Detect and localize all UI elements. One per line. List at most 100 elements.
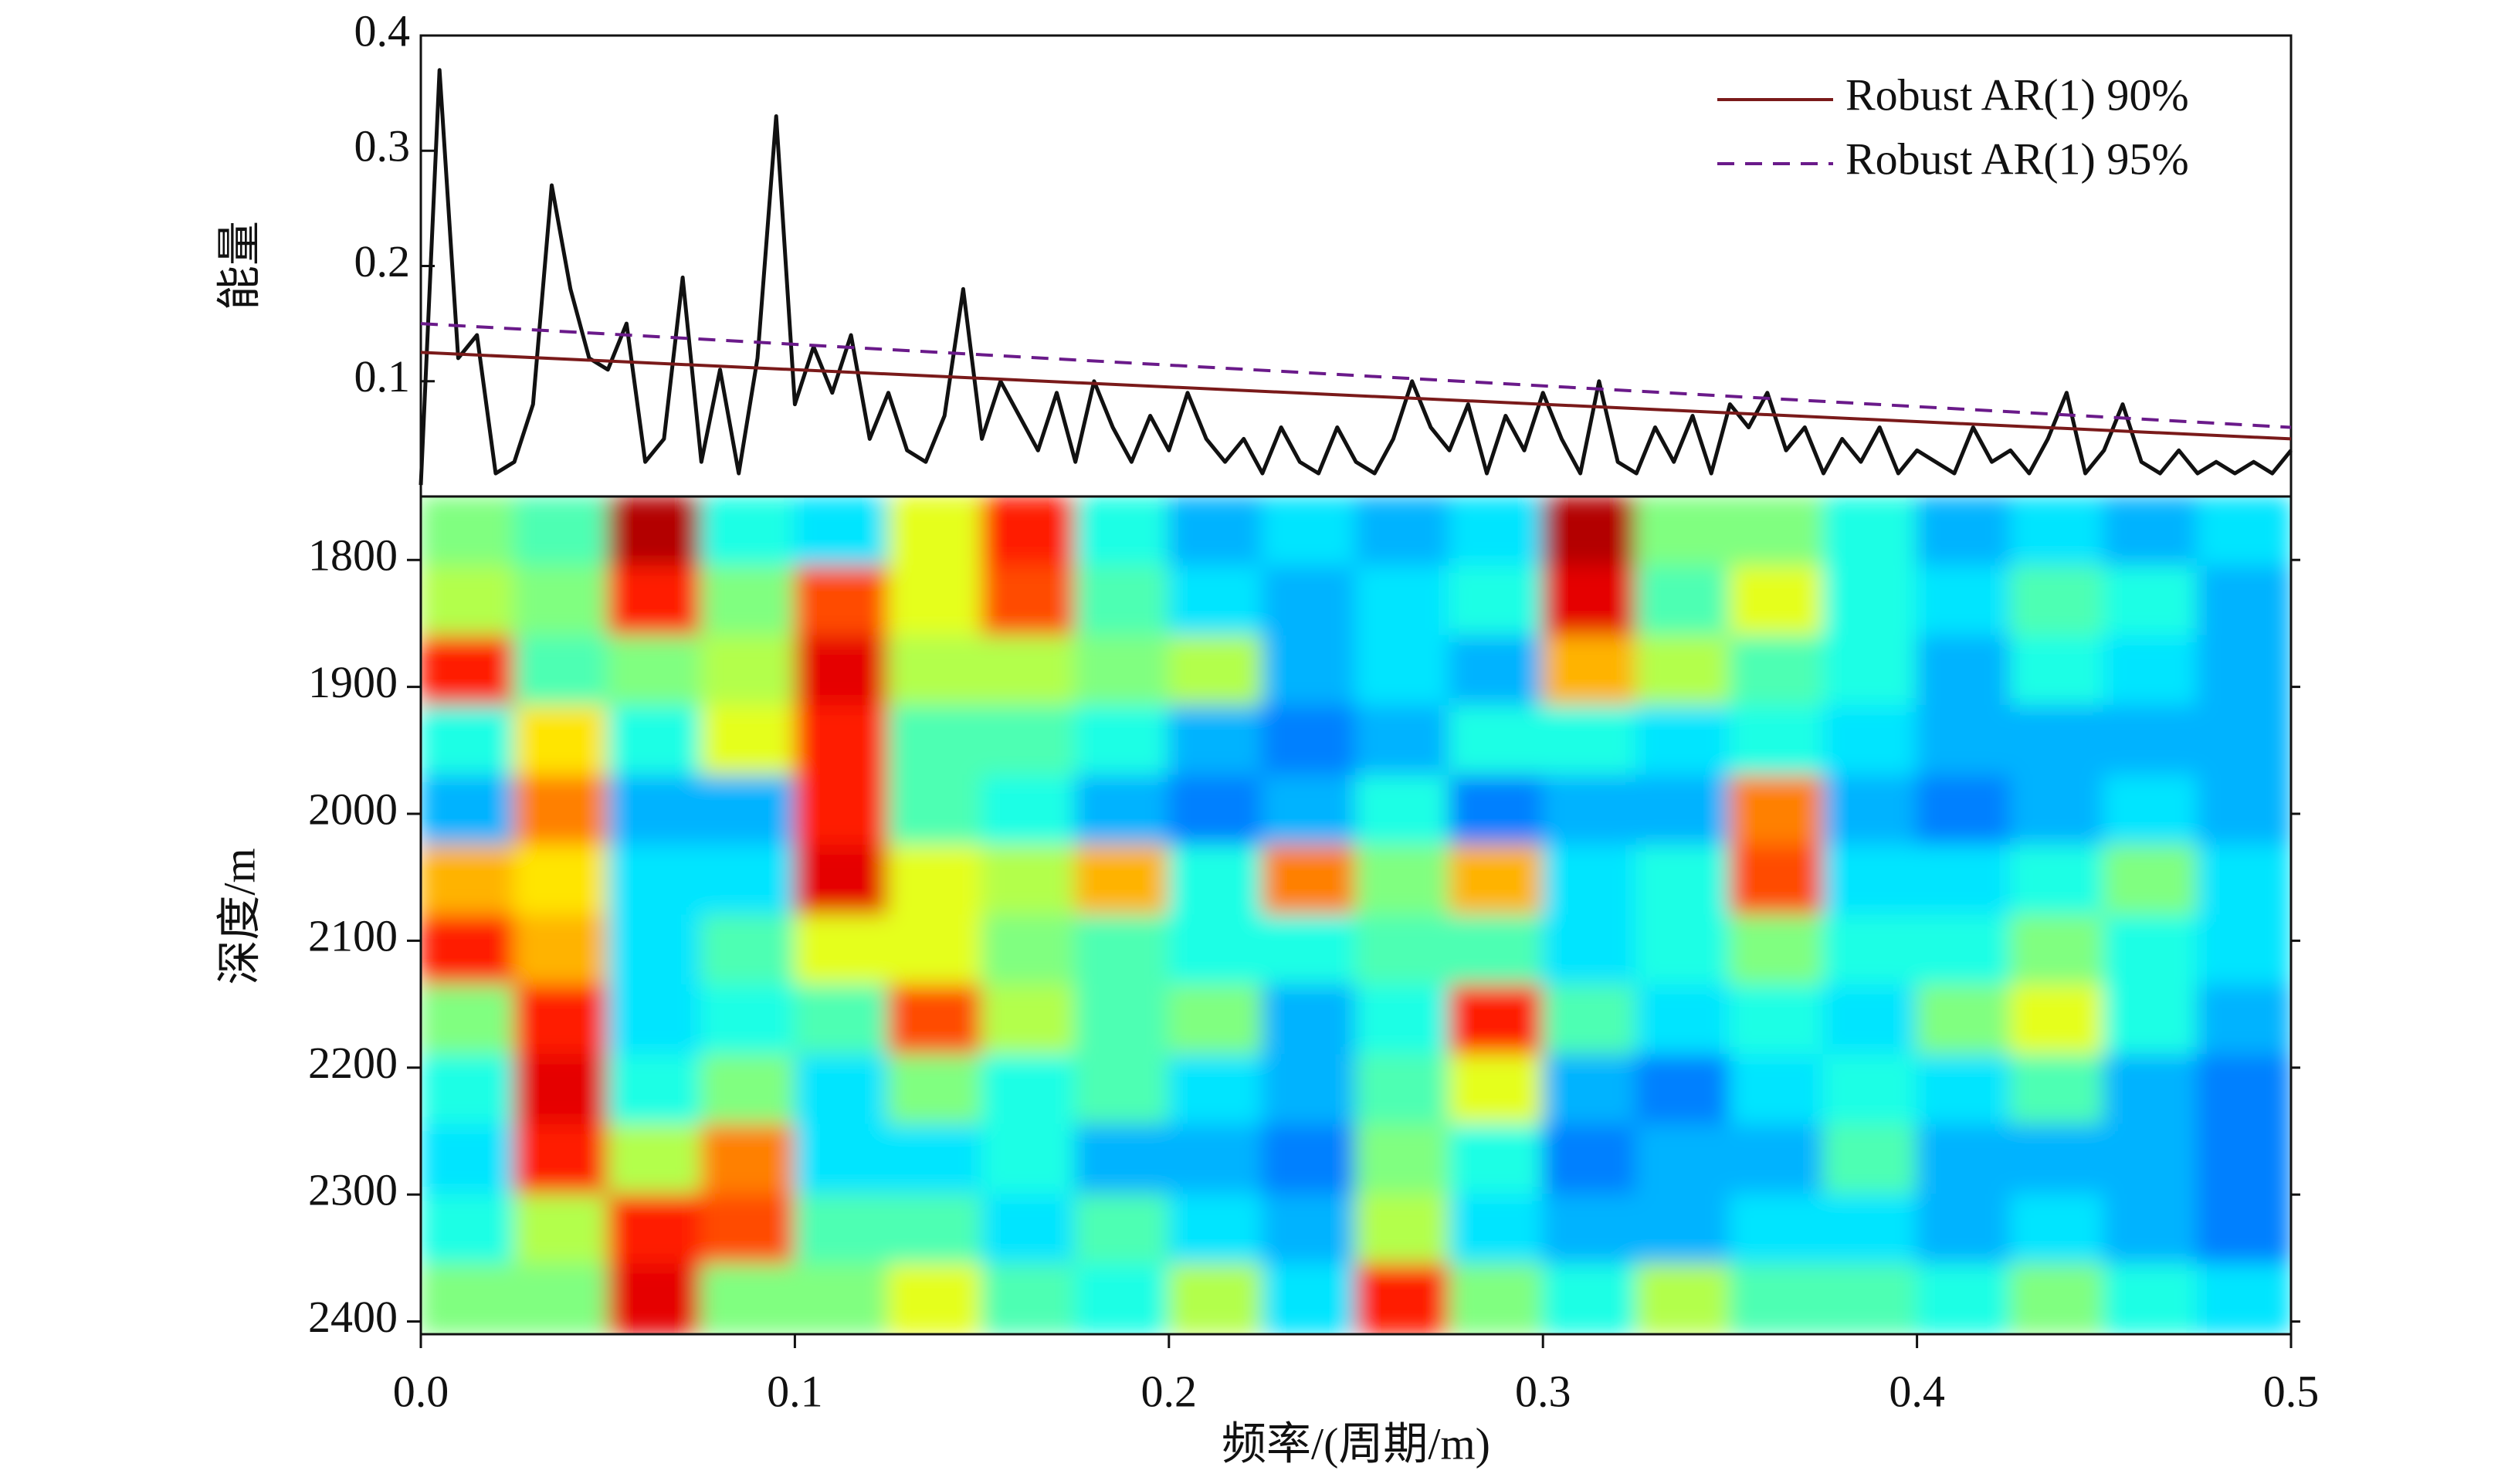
x-tick-label: 0.1 bbox=[767, 1366, 823, 1416]
heatmap-cell bbox=[1074, 774, 1170, 847]
heatmap-cell bbox=[1542, 1123, 1638, 1196]
heatmap-cell bbox=[887, 774, 983, 847]
heatmap-cell bbox=[421, 635, 516, 707]
heatmap-cell bbox=[607, 1194, 703, 1265]
heatmap-cell bbox=[1074, 1123, 1170, 1196]
heatmap-cell bbox=[700, 1194, 796, 1265]
heatmap-cell bbox=[421, 565, 516, 637]
heatmap-cell bbox=[2103, 1054, 2198, 1126]
heatmap-cell bbox=[1355, 1194, 1451, 1265]
heatmap-cell bbox=[794, 1194, 890, 1265]
y-tick-label: 2000 bbox=[308, 784, 398, 834]
heatmap-cell bbox=[1168, 496, 1263, 568]
heatmap-cell bbox=[1916, 705, 2011, 777]
heatmap-cell bbox=[2103, 984, 2198, 1056]
heatmap-cell bbox=[1449, 845, 1544, 916]
heatmap-cell bbox=[513, 845, 609, 916]
heatmap-cell bbox=[1449, 496, 1544, 568]
y-tick-label: 1900 bbox=[308, 657, 398, 707]
heatmap-cell bbox=[981, 845, 1076, 916]
heatmap-cell bbox=[981, 984, 1076, 1056]
heatmap bbox=[421, 496, 2291, 1334]
heatmap-cell bbox=[1261, 705, 1357, 777]
heatmap-cell bbox=[2103, 635, 2198, 707]
heatmap-cell bbox=[1074, 1194, 1170, 1265]
y-tick-label: 2200 bbox=[308, 1038, 398, 1088]
heatmap-cell bbox=[421, 774, 516, 847]
heatmap-cell bbox=[794, 1123, 890, 1196]
heatmap-cell bbox=[1355, 914, 1451, 986]
heatmap-cell bbox=[2009, 1263, 2105, 1334]
heatmap-cell bbox=[607, 635, 703, 707]
heatmap-cell bbox=[2009, 774, 2105, 847]
heatmap-cell bbox=[513, 565, 609, 637]
heatmap-cell bbox=[981, 635, 1076, 707]
heatmap-cell bbox=[1168, 1054, 1263, 1126]
heatmap-cell bbox=[2103, 1123, 2198, 1196]
heatmap-cell bbox=[513, 984, 609, 1056]
heatmap-cell bbox=[607, 1054, 703, 1126]
heatmap-cell bbox=[2103, 705, 2198, 777]
heatmap-cell bbox=[1822, 1263, 1918, 1334]
series-line bbox=[419, 68, 2293, 486]
heatmap-cell bbox=[2103, 774, 2198, 847]
heatmap-cell bbox=[1074, 705, 1170, 777]
heatmap-cells bbox=[421, 496, 2291, 1334]
heatmap-cell bbox=[1261, 1054, 1357, 1126]
heatmap-cell bbox=[1916, 565, 2011, 637]
heatmap-cell bbox=[1916, 914, 2011, 986]
heatmap-cell bbox=[2103, 914, 2198, 986]
y-tick-label: 0.4 bbox=[354, 5, 411, 56]
heatmap-cell bbox=[1074, 635, 1170, 707]
heatmap-cell bbox=[1542, 565, 1638, 637]
heatmap-cell bbox=[1449, 914, 1544, 986]
heatmap-cell bbox=[1822, 496, 1918, 568]
y-tick-label: 2100 bbox=[308, 911, 398, 961]
heatmap-cell bbox=[794, 705, 890, 777]
heatmap-cell bbox=[1261, 774, 1357, 847]
heatmap-cell bbox=[421, 914, 516, 986]
heatmap-cell bbox=[1261, 1194, 1357, 1265]
heatmap-cell bbox=[607, 705, 703, 777]
heatmap-cell bbox=[513, 1263, 609, 1334]
heatmap-cell bbox=[421, 845, 516, 916]
heatmap-cell bbox=[1261, 1263, 1357, 1334]
heatmap-cell bbox=[2103, 1194, 2198, 1265]
heatmap-cell bbox=[981, 565, 1076, 637]
heatmap-cell bbox=[1635, 774, 1731, 847]
heatmap-cell bbox=[1074, 984, 1170, 1056]
heatmap-cell bbox=[794, 845, 890, 916]
heatmap-cell bbox=[1635, 496, 1731, 568]
heatmap-cell bbox=[887, 1123, 983, 1196]
x-tick-label: 0.4 bbox=[1889, 1366, 1945, 1416]
y-tick-label: 1800 bbox=[308, 530, 398, 581]
heatmap-cell bbox=[2196, 914, 2291, 986]
heatmap-cell bbox=[421, 496, 516, 568]
heatmap-cell bbox=[981, 1263, 1076, 1334]
heatmap-cell bbox=[1449, 1263, 1544, 1334]
heatmap-cell bbox=[1074, 845, 1170, 916]
heatmap-cell bbox=[421, 984, 516, 1056]
heatmap-cell bbox=[2009, 984, 2105, 1056]
heatmap-cell bbox=[1916, 774, 2011, 847]
heatmap-cell bbox=[1074, 565, 1170, 637]
series-line bbox=[420, 322, 2292, 429]
heatmap-cell bbox=[1729, 1123, 1825, 1196]
heatmap-cell bbox=[1355, 774, 1451, 847]
heatmap-cell bbox=[1916, 635, 2011, 707]
heatmap-cell bbox=[421, 1263, 516, 1334]
heatmap-cell bbox=[1635, 705, 1731, 777]
heatmap-cell bbox=[1355, 984, 1451, 1056]
heatmap-cell bbox=[421, 1123, 516, 1196]
y-tick-label: 2400 bbox=[308, 1292, 398, 1342]
heatmap-cell bbox=[1916, 845, 2011, 916]
heatmap-cell bbox=[513, 496, 609, 568]
heatmap-cell bbox=[981, 1054, 1076, 1126]
heatmap-cell bbox=[1542, 705, 1638, 777]
heatmap-cell bbox=[2196, 496, 2291, 568]
heatmap-cell bbox=[1261, 845, 1357, 916]
heatmap-cell bbox=[981, 1194, 1076, 1265]
heatmap-cell bbox=[2009, 496, 2105, 568]
heatmap-cell bbox=[1449, 1194, 1544, 1265]
heatmap-cell bbox=[700, 1123, 796, 1196]
